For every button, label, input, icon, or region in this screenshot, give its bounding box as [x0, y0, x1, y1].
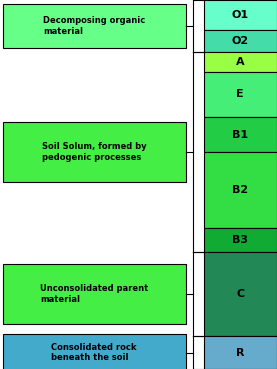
Bar: [204, 30, 277, 52]
Text: A: A: [236, 57, 245, 67]
Text: C: C: [236, 289, 244, 299]
Text: B3: B3: [232, 235, 248, 245]
Bar: [204, 337, 277, 369]
Text: O2: O2: [232, 36, 249, 46]
Bar: [204, 152, 277, 228]
Text: B1: B1: [232, 130, 248, 139]
Text: Consolidated rock
beneath the soil: Consolidated rock beneath the soil: [52, 343, 137, 362]
Bar: [3, 334, 186, 369]
Bar: [204, 117, 277, 152]
Text: B2: B2: [232, 185, 248, 195]
Bar: [3, 264, 186, 324]
Text: Soil Solum, formed by
pedogenic processes: Soil Solum, formed by pedogenic processe…: [42, 142, 147, 162]
Bar: [204, 228, 277, 252]
Bar: [204, 72, 277, 117]
Bar: [204, 0, 277, 30]
Bar: [3, 4, 186, 48]
Bar: [204, 252, 277, 337]
Bar: [3, 122, 186, 182]
Text: R: R: [236, 348, 245, 358]
Bar: [204, 52, 277, 72]
Text: Unconsolidated parent
material: Unconsolidated parent material: [40, 284, 148, 304]
Text: E: E: [237, 89, 244, 99]
Text: Decomposing organic
material: Decomposing organic material: [43, 16, 145, 36]
Text: O1: O1: [232, 10, 249, 20]
